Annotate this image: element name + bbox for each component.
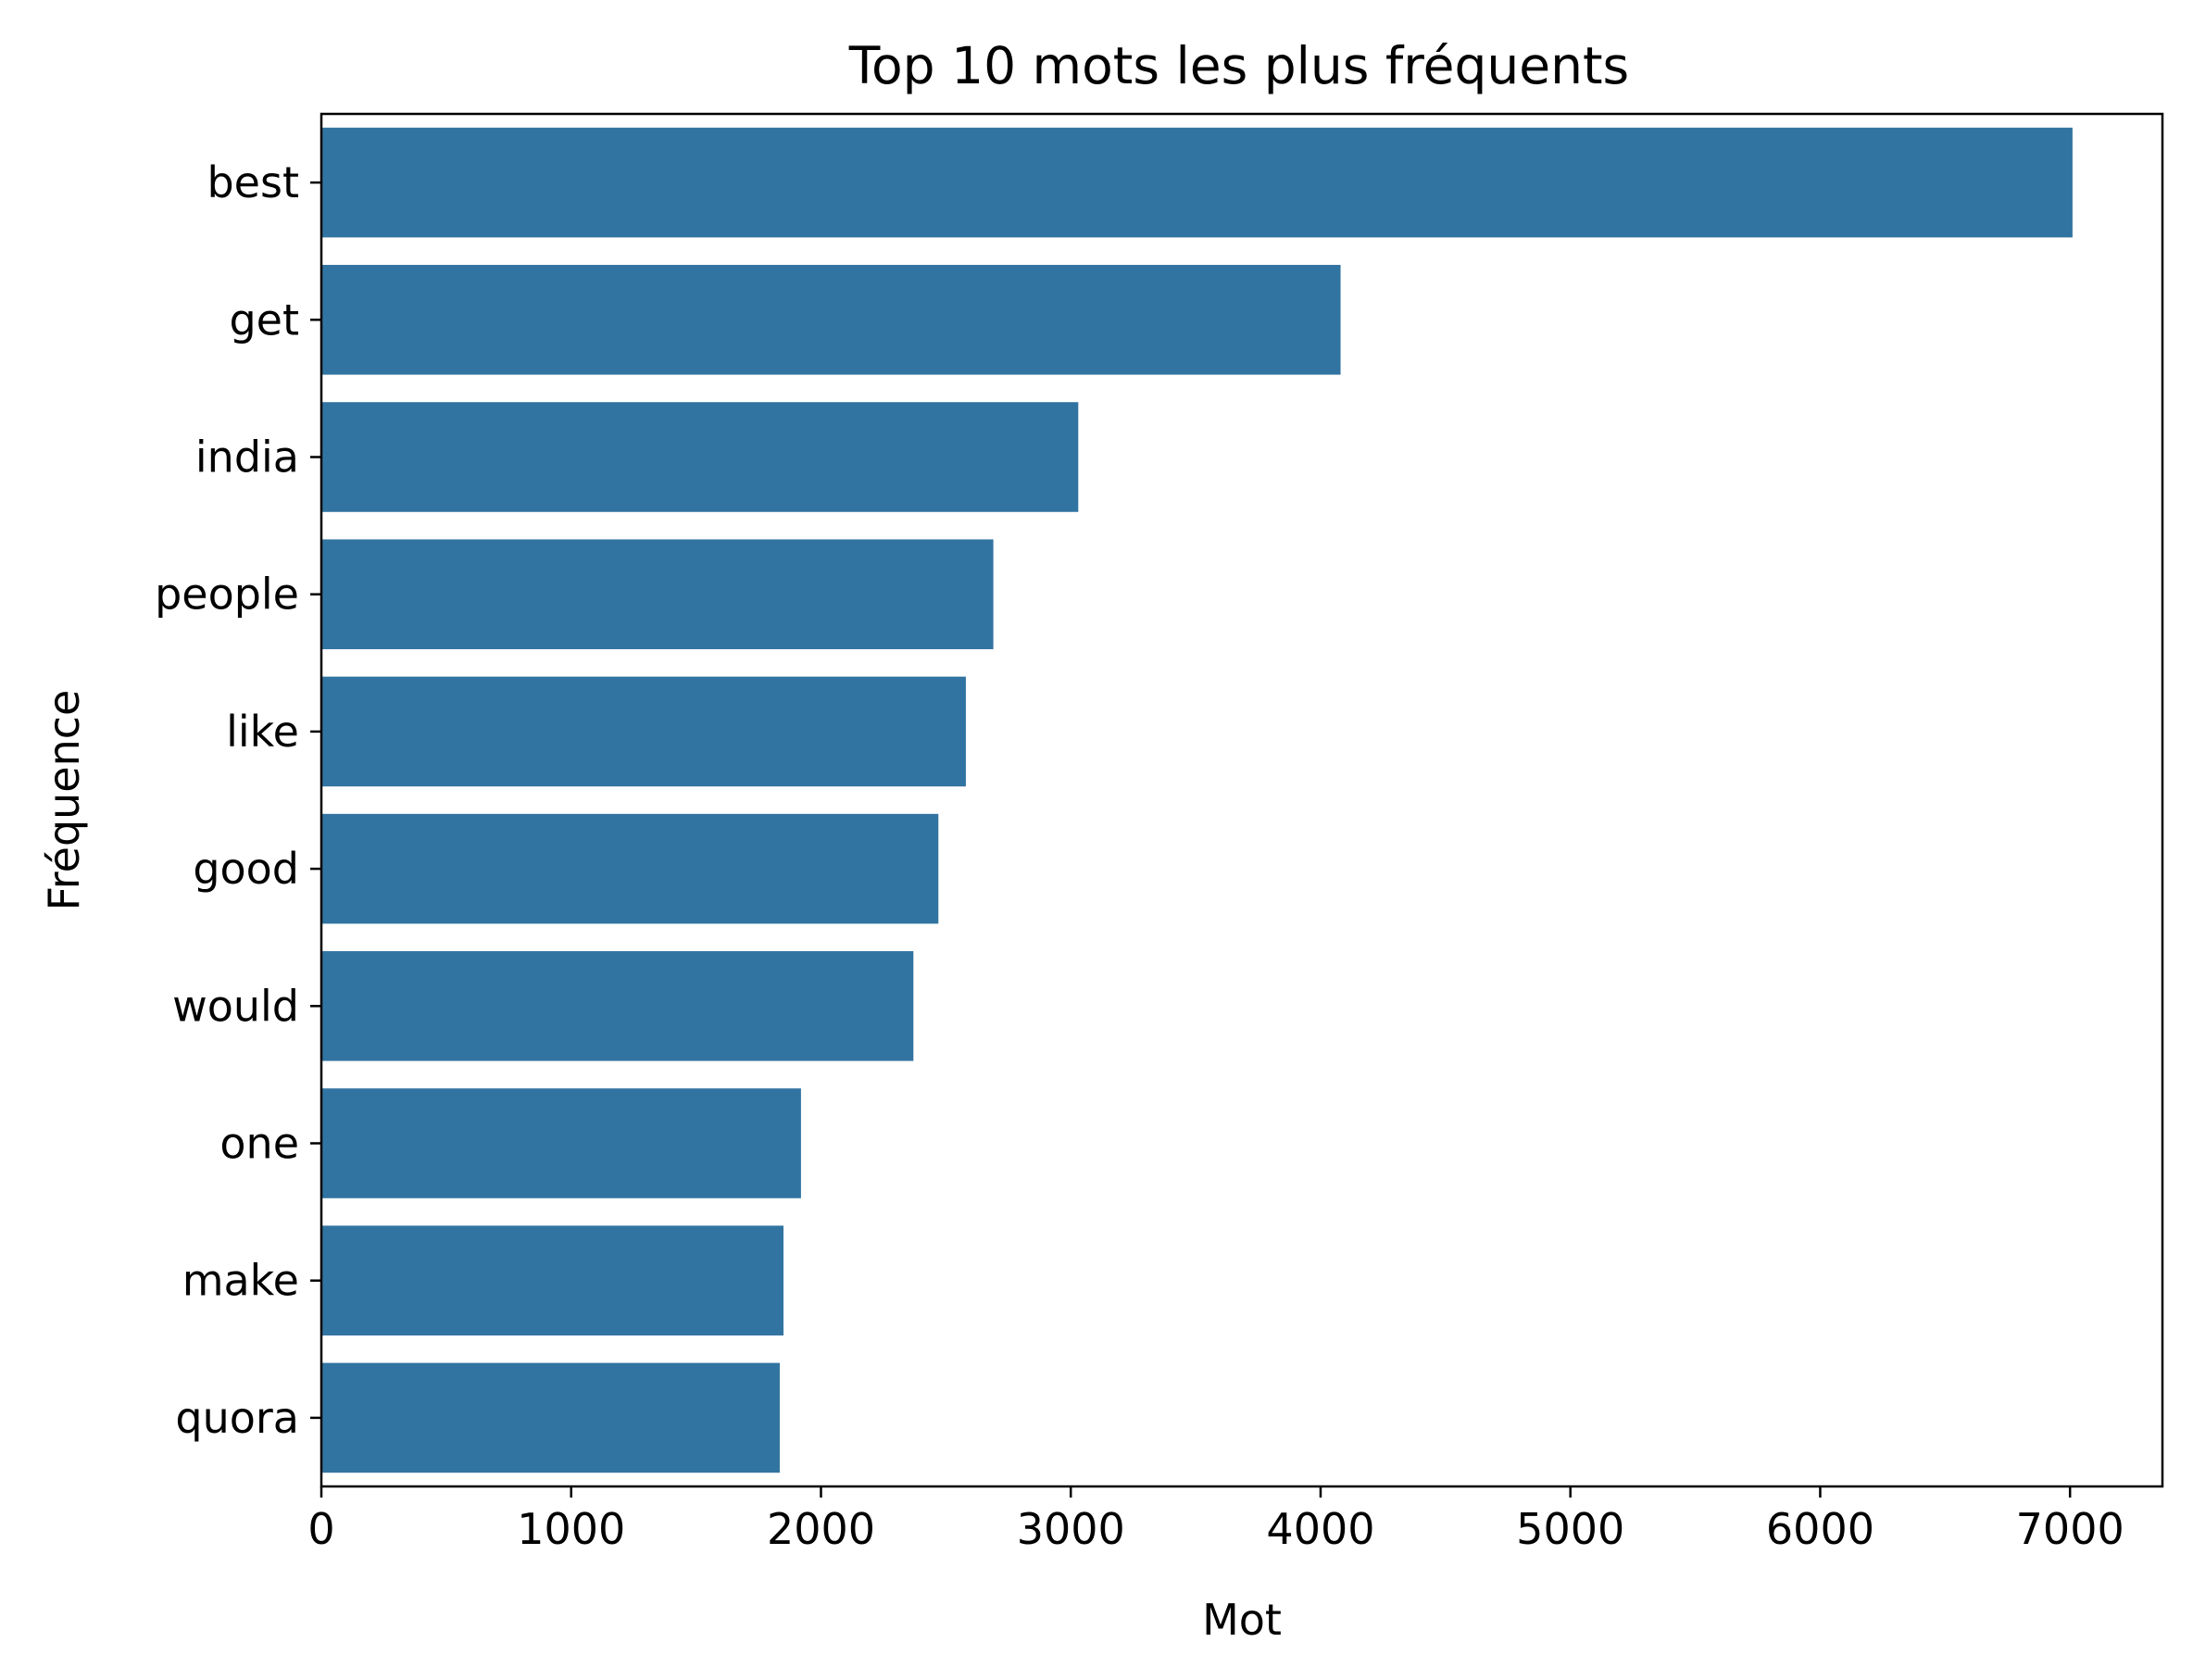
x-axis-label: Mot	[1202, 1595, 1282, 1645]
bar-get	[321, 265, 1341, 375]
x-tick-label: 5000	[1516, 1504, 1624, 1554]
bar-one	[321, 1088, 801, 1198]
x-tick-label: 4000	[1266, 1504, 1374, 1554]
x-tick-label: 6000	[1766, 1504, 1874, 1554]
y-tick-label: good	[193, 844, 299, 894]
x-tick-label: 0	[307, 1504, 334, 1554]
x-tick-label: 3000	[1017, 1504, 1125, 1554]
bar-would	[321, 951, 914, 1061]
bar-best	[321, 127, 2073, 238]
y-tick-label: india	[195, 433, 299, 483]
x-axis-ticks: 0 1000 2000 3000 4000 5000 6000 7000	[307, 1486, 2124, 1554]
y-tick-label: people	[155, 570, 299, 620]
y-tick-label: make	[182, 1256, 299, 1306]
y-tick-label: would	[172, 981, 299, 1031]
bar-people	[321, 539, 994, 649]
chart-title: Top 10 mots les plus fréquents	[848, 36, 1629, 95]
y-tick-label: quora	[175, 1393, 299, 1443]
bar-like	[321, 676, 966, 787]
x-tick-label: 1000	[517, 1504, 625, 1554]
bar-good	[321, 813, 939, 924]
bar-quora	[321, 1362, 780, 1473]
y-tick-label: like	[226, 707, 299, 757]
x-tick-label: 2000	[767, 1504, 875, 1554]
bar-make	[321, 1225, 784, 1335]
y-tick-label: get	[229, 295, 299, 345]
y-axis-label: Fréquence	[39, 690, 89, 911]
y-tick-label: best	[207, 157, 299, 207]
x-tick-label: 7000	[2016, 1504, 2124, 1554]
y-axis-ticks: best get india people like good would one make qu…	[155, 157, 321, 1443]
plot-frame	[320, 112, 2164, 1488]
bar-india	[321, 402, 1079, 512]
y-tick-label: one	[219, 1119, 299, 1169]
bars-layer	[321, 127, 2073, 1473]
